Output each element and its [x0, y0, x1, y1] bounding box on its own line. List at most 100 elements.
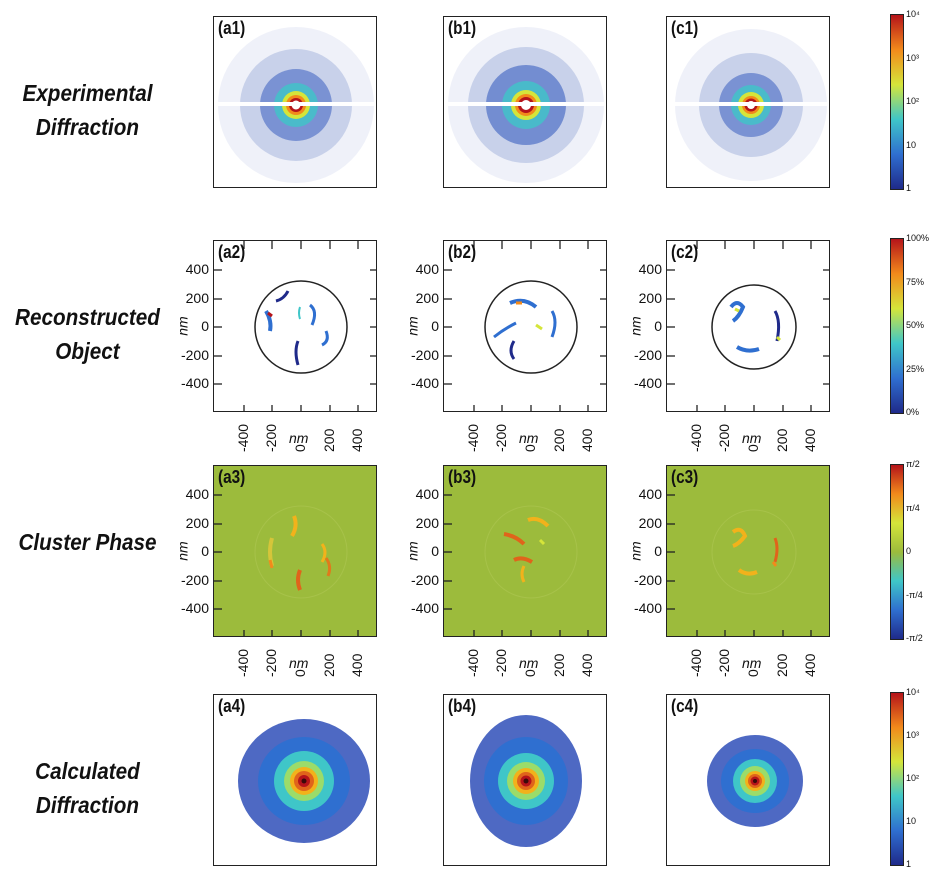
x-axis-name: nm: [289, 430, 309, 446]
reconstruction-b2: [444, 241, 606, 411]
colorbar-tick-label: 10²: [906, 96, 920, 106]
x-tick-label: 200: [321, 428, 337, 452]
panel-b2: (b2): [443, 240, 607, 412]
phase-map-c3: [667, 494, 812, 636]
y-tick-label: 200: [415, 290, 439, 306]
x-tick-label: 200: [551, 428, 567, 452]
y-tick-label: -400: [410, 375, 439, 391]
x-tick-label: -200: [263, 423, 279, 452]
colorbar-intensity-bottom: [890, 692, 904, 866]
row-label-cluster-phase: Cluster Phase: [9, 525, 167, 559]
x-tick-label: -400: [465, 423, 481, 452]
x-tick-label: -400: [235, 423, 251, 452]
y-tick-label: -200: [633, 572, 662, 588]
row-label-line2: Diffraction: [35, 114, 140, 140]
diffraction-pattern-c1: [667, 29, 829, 181]
x-axis-name: nm: [742, 430, 762, 446]
colorbar-amplitude: [890, 238, 904, 414]
colorbar-tick-label: 75%: [906, 276, 925, 287]
panel-c4: (c4): [666, 694, 830, 866]
y-tick-label: 200: [185, 290, 209, 306]
phase-map-b3: [444, 494, 589, 636]
panel-tag: (b4): [448, 696, 477, 716]
y-axis-name: nm: [404, 541, 421, 561]
x-tick-label: -200: [493, 423, 509, 452]
x-tick-label: -400: [235, 648, 251, 677]
y-tick-label: 0: [431, 318, 439, 334]
colorbar-phase: [890, 464, 904, 640]
panel-a3: (a3): [213, 465, 377, 637]
row-label-line1: Reconstructed: [15, 304, 160, 330]
panel-a1: (a1): [213, 16, 377, 188]
x-tick-label: 200: [551, 653, 567, 677]
y-tick-label: 0: [201, 318, 209, 334]
x-tick-label: -400: [688, 648, 704, 677]
panel-b3: (b3): [443, 465, 607, 637]
panel-tag: (a4): [218, 696, 246, 716]
row-label-line2: Diffraction: [35, 792, 140, 818]
y-tick-label: 400: [185, 486, 209, 502]
colorbar-tick-label: 10³: [906, 52, 920, 63]
x-tick-label: -200: [716, 648, 732, 677]
colorbar-tick-label: 0: [906, 546, 912, 556]
colorbar-tick-label: 25%: [906, 363, 925, 374]
panel-a2: (a2): [213, 240, 377, 412]
row-label-calculated: Calculated Diffraction: [9, 754, 167, 822]
y-tick-label: -200: [180, 572, 209, 588]
colorbar-tick-label: π/2: [906, 459, 920, 469]
diffraction-pattern-b1: [444, 27, 606, 183]
panel-b4: (b4): [443, 694, 607, 866]
y-tick-label: 400: [638, 261, 662, 277]
colorbar-tick-label: 10⁴: [906, 9, 920, 19]
calculated-diffraction-a4: [238, 719, 370, 843]
y-tick-label: 400: [185, 261, 209, 277]
y-tick-label: 0: [654, 543, 662, 559]
panel-tag: (c4): [671, 696, 699, 716]
x-tick-label: -200: [493, 648, 509, 677]
y-tick-label: 200: [185, 515, 209, 531]
calculated-diffraction-c4: [707, 735, 803, 827]
y-axis-name: nm: [404, 316, 421, 336]
colorbar-tick-label: π/4: [906, 502, 920, 513]
y-axis-name: nm: [627, 316, 644, 336]
x-tick-label: -400: [465, 648, 481, 677]
y-axis-name: nm: [174, 316, 191, 336]
panel-c3: (c3): [666, 465, 830, 637]
y-tick-label: 400: [415, 486, 439, 502]
colorbar-tick-label: 10⁴: [906, 687, 920, 697]
x-axis-name: nm: [289, 655, 309, 671]
row-label-line1: Cluster Phase: [18, 529, 157, 555]
y-tick-label: -400: [180, 600, 209, 616]
panel-b1: (b1): [443, 16, 607, 188]
y-tick-label: -200: [410, 347, 439, 363]
panel-tag: (b1): [448, 18, 477, 38]
phase-map-a3: [214, 494, 359, 636]
y-tick-label: 200: [638, 515, 662, 531]
y-axis-name: nm: [627, 541, 644, 561]
x-tick-label: 200: [774, 653, 790, 677]
colorbar-tick-label: 10²: [906, 773, 920, 783]
x-axis-name: nm: [519, 655, 539, 671]
row-label-reconstructed: Reconstructed Object: [9, 300, 167, 368]
diffraction-pattern-a1: [214, 27, 376, 183]
colorbar-tick-label: 1: [906, 859, 912, 869]
row-label-line1: Experimental: [22, 80, 153, 106]
panel-tag: (c1): [671, 18, 699, 38]
panel-tag: (c2): [671, 242, 699, 262]
y-tick-label: 0: [654, 318, 662, 334]
panel-c1: (c1): [666, 16, 830, 188]
reconstruction-c2: [667, 241, 829, 411]
row-label-line1: Calculated: [35, 758, 140, 784]
x-tick-label: 400: [579, 428, 595, 452]
x-tick-label: 200: [321, 653, 337, 677]
panel-a4: (a4): [213, 694, 377, 866]
x-tick-label: 200: [774, 428, 790, 452]
colorbar-tick-label: 100%: [906, 233, 930, 243]
panel-tag: (b2): [448, 242, 477, 262]
x-tick-label: 400: [579, 653, 595, 677]
x-tick-label: -200: [716, 423, 732, 452]
panel-tag: (a1): [218, 18, 246, 38]
x-axis-name: nm: [742, 655, 762, 671]
y-tick-label: -400: [180, 375, 209, 391]
colorbar-tick-label: 50%: [906, 320, 925, 330]
